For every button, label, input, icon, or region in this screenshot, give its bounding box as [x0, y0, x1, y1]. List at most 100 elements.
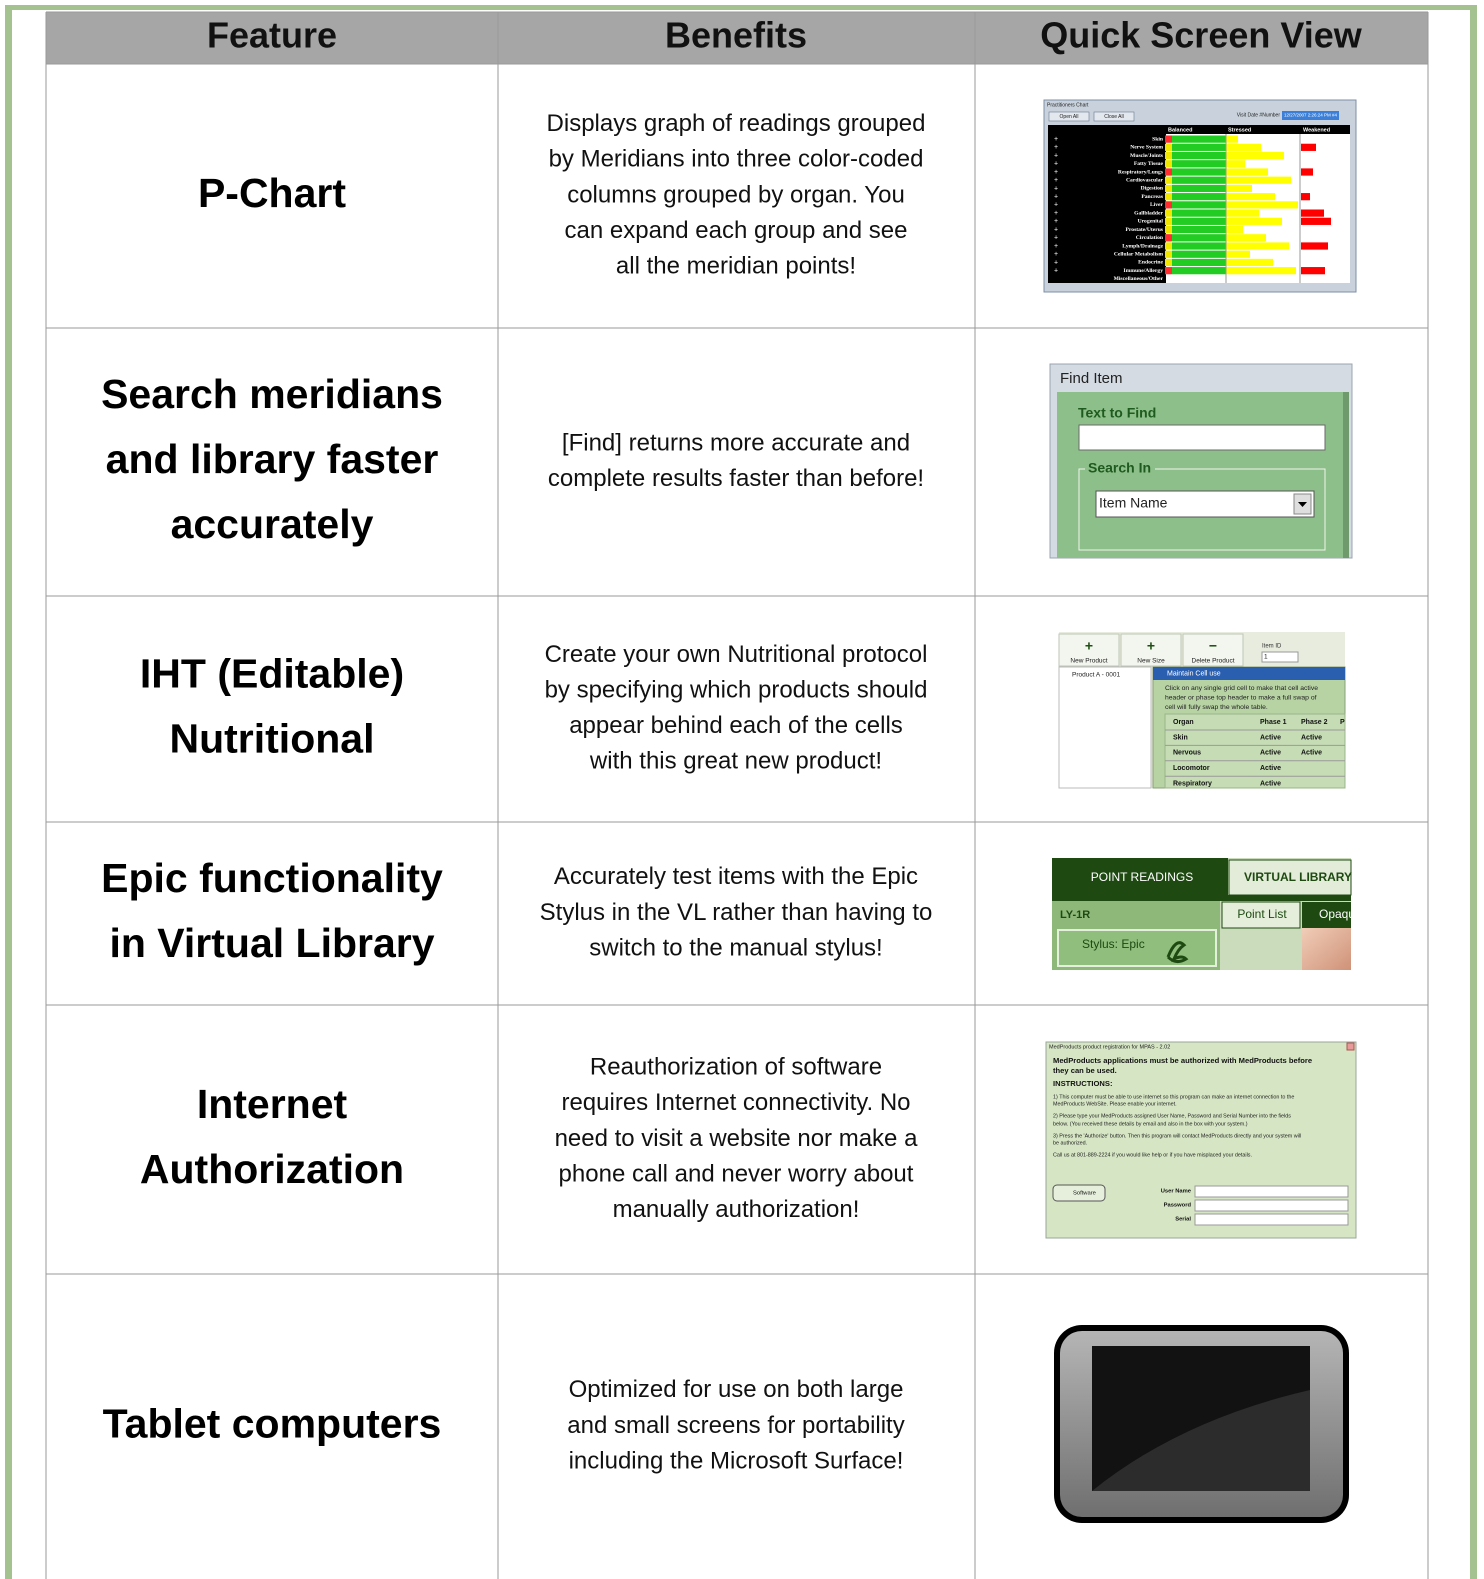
balanced-bar	[1172, 193, 1226, 201]
balanced-bar	[1172, 258, 1226, 267]
organ-label: Nerve System	[1130, 145, 1163, 151]
grid-header: Phase 1	[1260, 719, 1287, 726]
window-title: Practitioners Chart	[1047, 102, 1089, 108]
reading-box	[1165, 250, 1172, 258]
grid-header: Organ	[1173, 719, 1194, 726]
benefit-text: including the Microsoft Surface!	[569, 1447, 904, 1474]
button-icon: +	[1147, 638, 1155, 654]
benefit-text: Create your own Nutritional protocol	[545, 641, 928, 668]
tab-label: VIRTUAL LIBRARY	[1244, 870, 1352, 884]
balanced-bar	[1172, 234, 1226, 242]
expand-icon: +	[1054, 259, 1058, 266]
button-label: New Size	[1137, 658, 1165, 665]
stylus-box	[1057, 929, 1217, 967]
benefit-text: need to visit a website nor make a	[555, 1125, 919, 1152]
grid-cell: Active	[1260, 765, 1281, 772]
stylus-label: Stylus: Epic	[1082, 937, 1145, 951]
expand-icon: +	[1054, 226, 1058, 233]
benefit-text: with this great new product!	[589, 748, 882, 775]
dropdown-arrow	[1298, 502, 1307, 507]
text-input	[1194, 1199, 1349, 1212]
weakened-bar	[1301, 217, 1331, 225]
stressed-bar	[1226, 151, 1284, 160]
reading-box	[1165, 217, 1172, 225]
header-cell: Benefits	[665, 15, 807, 56]
field-label: User Name	[1161, 1189, 1192, 1195]
text-input	[1194, 1185, 1349, 1198]
header-cell: Quick Screen View	[1040, 15, 1363, 56]
balanced-bar	[1172, 151, 1226, 160]
instruction-line: MedProducts WebSite. Please enable your …	[1053, 1101, 1177, 1107]
expand-icon: +	[1054, 243, 1058, 250]
weakened-bar	[1301, 193, 1310, 201]
organ-label: Cardiovascular	[1126, 178, 1163, 184]
text-input	[1078, 424, 1326, 451]
organ-label: Pancreas	[1141, 194, 1163, 200]
point-label: LY-1R	[1060, 909, 1090, 921]
benefit-text: and small screens for portability	[567, 1412, 904, 1439]
stressed-bar	[1226, 135, 1238, 143]
reading-box	[1165, 168, 1172, 176]
organ-label: Immune/Allergy	[1124, 268, 1164, 274]
expand-icon: +	[1054, 144, 1058, 151]
stressed-bar	[1226, 242, 1289, 250]
balanced-bar	[1172, 267, 1226, 275]
grid-cell: Active	[1260, 781, 1281, 788]
organ-label: Digestion	[1141, 186, 1164, 192]
reading-box	[1165, 160, 1172, 168]
instruction-line: 1) This computer must be able to use int…	[1053, 1094, 1294, 1100]
grid-cell: Active	[1301, 734, 1322, 741]
window-title: Find Item	[1060, 370, 1123, 387]
stressed-bar	[1226, 168, 1268, 176]
window-title: MedProducts product registration for MPA…	[1049, 1044, 1170, 1050]
expand-icon: +	[1054, 136, 1058, 143]
stressed-bar	[1226, 193, 1275, 201]
organ-label: Liver	[1150, 202, 1164, 208]
stressed-bar	[1226, 160, 1245, 168]
button-icon: −	[1209, 638, 1217, 654]
feature-name: Authorization	[140, 1146, 404, 1192]
header-row	[46, 12, 1428, 64]
feature-name: Internet	[197, 1081, 348, 1127]
subtab-label: Opaqu	[1319, 907, 1355, 921]
benefit-text: appear behind each of the cells	[569, 712, 903, 739]
balanced-bar	[1172, 176, 1226, 184]
tablet-glare	[1092, 1390, 1310, 1491]
balanced-bar	[1172, 201, 1226, 209]
stressed-bar	[1226, 176, 1291, 184]
field-label: Item ID	[1262, 644, 1282, 650]
grid-header: P	[1340, 719, 1345, 726]
field-label: Text to Find	[1078, 405, 1156, 421]
toolbar-button	[1058, 633, 1120, 667]
chart-header	[1048, 125, 1350, 134]
grid-cell: Locomotor	[1173, 765, 1210, 772]
stressed-bar	[1226, 225, 1243, 234]
feature-name: and library faster	[106, 436, 439, 482]
button-label: Software	[1073, 1191, 1096, 1197]
benefit-text: all the meridian points!	[616, 253, 856, 280]
subtab	[1302, 902, 1351, 928]
grid-cell: Active	[1301, 750, 1322, 757]
close-button	[1346, 1042, 1355, 1051]
grid-cell: Active	[1260, 734, 1281, 741]
organ-label: Muscle/Joints	[1130, 153, 1164, 159]
weakened-bar	[1301, 168, 1313, 176]
benefit-text: columns grouped by organ. You	[567, 181, 905, 208]
reading-box	[1165, 225, 1172, 234]
feature-name: in Virtual Library	[109, 920, 434, 966]
feature-name: accurately	[171, 501, 374, 547]
feature-name: Nutritional	[170, 715, 375, 761]
grid-table	[1164, 713, 1346, 789]
organ-label: Skin	[1152, 136, 1164, 142]
organ-label: Endocrine	[1138, 260, 1163, 266]
window-edge	[1343, 392, 1349, 558]
toolbar-button	[1048, 111, 1090, 122]
grid-cell: Active	[1260, 750, 1281, 757]
text-input	[1194, 1213, 1349, 1226]
toolbar-button	[1093, 111, 1135, 122]
subtab	[1221, 901, 1301, 929]
benefit-text: Displays graph of readings grouped	[547, 110, 926, 137]
field-label: Visit Date #Number	[1237, 112, 1281, 118]
subtab-label: Point List	[1237, 907, 1287, 921]
